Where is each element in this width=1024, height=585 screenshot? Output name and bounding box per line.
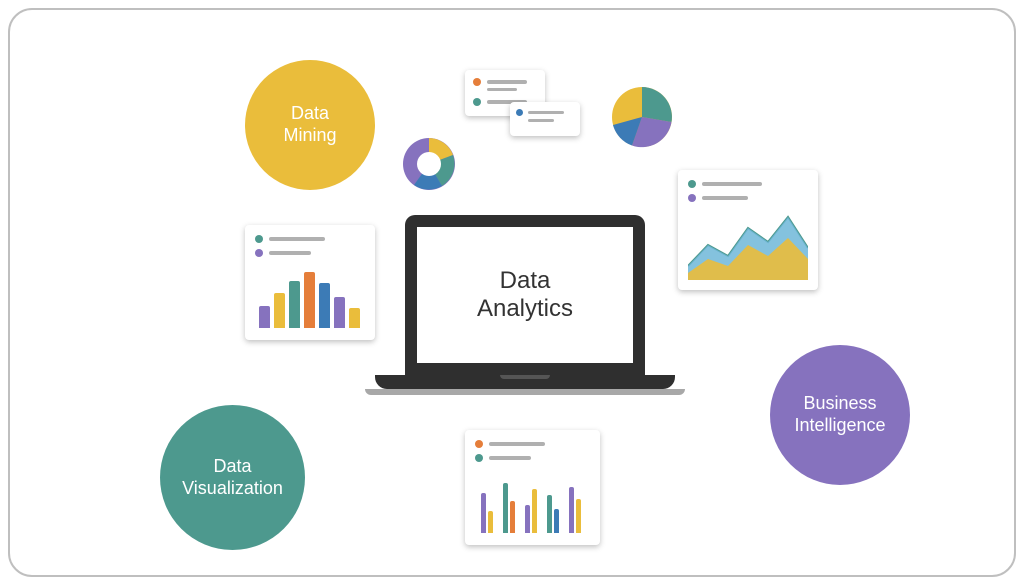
laptop-base bbox=[375, 375, 675, 389]
node-label: Data bbox=[213, 456, 251, 478]
bar-chart-card-icon bbox=[245, 225, 375, 340]
laptop-icon: Data Analytics bbox=[385, 215, 665, 415]
legend-card-icon-back bbox=[510, 102, 580, 136]
node-label: Visualization bbox=[182, 478, 283, 500]
node-label: Data bbox=[291, 103, 329, 125]
pie-chart-icon bbox=[610, 85, 674, 149]
area-chart-card-icon bbox=[678, 170, 818, 290]
node-label: Business bbox=[803, 393, 876, 415]
node-label: Intelligence bbox=[794, 415, 885, 437]
thin-bar-card-icon bbox=[465, 430, 600, 545]
node-data-visualization: Data Visualization bbox=[160, 405, 305, 550]
laptop-foot bbox=[365, 389, 685, 395]
center-title: Analytics bbox=[477, 295, 573, 323]
node-label: Mining bbox=[283, 125, 336, 147]
laptop-screen: Data Analytics bbox=[405, 215, 645, 375]
donut-chart-icon bbox=[400, 135, 458, 193]
node-business-intelligence: Business Intelligence bbox=[770, 345, 910, 485]
center-title: Data bbox=[500, 267, 551, 295]
node-data-mining: Data Mining bbox=[245, 60, 375, 190]
infographic-frame: Data Mining Data Visualization Business … bbox=[8, 8, 1016, 577]
